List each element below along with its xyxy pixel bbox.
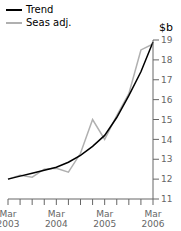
html-text:Seas adj.: Seas adj. bbox=[26, 17, 72, 28]
svg-text:15: 15 bbox=[161, 115, 172, 125]
svg-text:16: 16 bbox=[161, 95, 173, 105]
html-text:$b: $b bbox=[159, 21, 173, 34]
svg-text:Mar2004: Mar2004 bbox=[45, 209, 68, 229]
svg-text:12: 12 bbox=[161, 174, 172, 184]
svg-text:Mar2006: Mar2006 bbox=[142, 209, 165, 229]
svg-text:18: 18 bbox=[161, 55, 173, 65]
svg-text:Mar2005: Mar2005 bbox=[93, 209, 116, 229]
svg-text:11: 11 bbox=[161, 194, 172, 204]
svg-text:14: 14 bbox=[161, 135, 173, 145]
svg-text:13: 13 bbox=[161, 154, 172, 164]
html-text:Trend: Trend bbox=[26, 4, 54, 15]
svg-text:17: 17 bbox=[161, 75, 172, 85]
svg-text:Mar2003: Mar2003 bbox=[8, 209, 19, 229]
svg-text:19: 19 bbox=[161, 35, 173, 45]
